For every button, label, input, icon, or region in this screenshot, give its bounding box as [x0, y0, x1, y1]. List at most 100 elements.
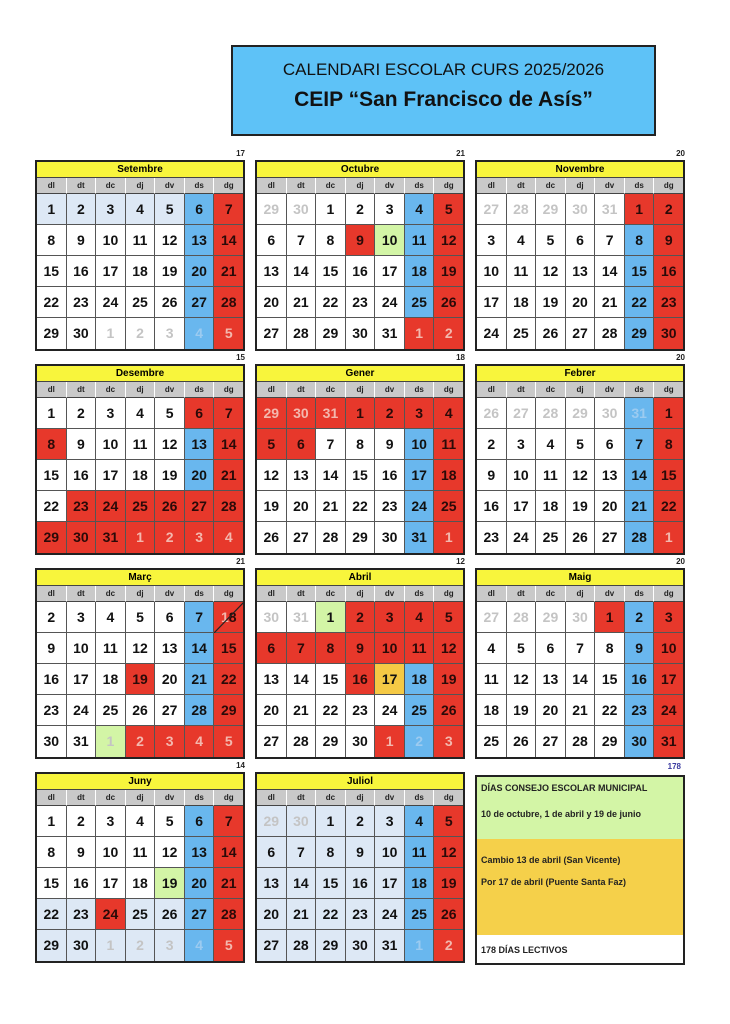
month-abril: 12 Abril dl dt dc dj dv ds dg 30 31 1 2 3 4 5 6 7 8 9 10 11 12… [255, 557, 465, 759]
day-cell: 1 [316, 602, 346, 633]
day-cell: 26 [536, 318, 566, 349]
day-cell: 15 [654, 460, 684, 491]
day-cell: 14 [316, 460, 346, 491]
day-cell: 3 [155, 726, 185, 757]
day-cell: 10 [96, 837, 126, 868]
weekday-label: dj [345, 178, 376, 194]
weekday-label: dv [375, 586, 405, 602]
weekday-label: dj [125, 382, 156, 398]
day-cell: 5 [155, 806, 185, 837]
day-cell: 26 [434, 899, 464, 930]
day-cell: 29 [257, 806, 287, 837]
weekday-label: dt [506, 178, 537, 194]
weekday-label: dj [345, 382, 376, 398]
month-lective-count: 14 [236, 761, 245, 770]
day-cell: 1 [595, 602, 625, 633]
day-cell: 4 [506, 225, 537, 256]
week-row: 29 30 31 1 2 3 4 [257, 398, 464, 429]
day-cell: 10 [375, 225, 405, 256]
month-gener: 18 Gener dl dt dc dj dv ds dg 29 30 31 1 2 3 4 5 6 7 8 9 10 11… [255, 353, 465, 555]
week-row: 20 21 22 23 24 25 26 [257, 287, 464, 318]
day-cell: 13 [155, 633, 185, 664]
day-cell: 28 [565, 726, 596, 757]
day-cell: 1 [345, 398, 376, 429]
weekday-label: ds [404, 586, 435, 602]
month-name: Juny [37, 774, 243, 790]
legend-consejo-title: DÍAS CONSEJO ESCOLAR MUNICIPAL [481, 783, 648, 793]
day-cell: 9 [654, 225, 684, 256]
day-cell: 6 [565, 225, 596, 256]
day-cell: 2 [125, 318, 156, 349]
day-cell: 30 [595, 398, 625, 429]
day-cell: 29 [624, 318, 655, 349]
day-cell: 12 [125, 633, 156, 664]
day-cell: 29 [316, 930, 346, 961]
day-cell: 24 [96, 287, 126, 318]
day-cell: 28 [316, 522, 346, 553]
day-cell: 16 [375, 460, 405, 491]
day-cell: 21 [595, 287, 625, 318]
day-cell: 20 [565, 287, 596, 318]
day-cell: 20 [155, 664, 185, 695]
day-cell: 18 [536, 491, 566, 522]
day-cell: 10 [66, 633, 97, 664]
day-cell: 27 [257, 930, 287, 961]
day-cell: 25 [434, 491, 464, 522]
day-cell: 5 [565, 429, 596, 460]
week-row: 26 27 28 29 30 31 1 [477, 398, 684, 429]
day-cell: 31 [286, 602, 317, 633]
day-cell: 1 [404, 930, 435, 961]
week-row: 22 23 24 25 26 27 28 [37, 287, 244, 318]
day-cell: 23 [66, 491, 97, 522]
day-cell: 28 [214, 899, 244, 930]
day-cell: 11 [404, 633, 435, 664]
day-cell: 30 [66, 930, 97, 961]
week-row: 30 31 1 2 3 4 5 [37, 726, 244, 757]
day-cell: 4 [434, 398, 464, 429]
day-cell: 4 [536, 429, 566, 460]
day-cell: 5 [434, 194, 464, 225]
weekday-label: ds [624, 382, 655, 398]
weekday-label: ds [624, 178, 655, 194]
weekday-label: dc [536, 586, 566, 602]
day-cell: 31 [375, 930, 405, 961]
day-cell: 13 [565, 256, 596, 287]
week-row: 22 23 24 25 26 27 28 [37, 491, 244, 522]
day-cell: 30 [286, 194, 317, 225]
day-cell: 5 [257, 429, 287, 460]
day-cell: 17 [654, 664, 684, 695]
day-cell: 1 [37, 806, 67, 837]
weekday-label: dl [477, 178, 507, 194]
day-cell: 1 [654, 398, 684, 429]
day-cell: 10 [506, 460, 537, 491]
day-cell: 18 [404, 664, 435, 695]
week-row: 19 20 21 22 23 24 25 [257, 491, 464, 522]
day-cell: 6 [257, 633, 287, 664]
day-cell: 22 [595, 695, 625, 726]
day-cell: 29 [345, 522, 376, 553]
weekday-label: dc [536, 178, 566, 194]
day-cell: 8 [37, 225, 67, 256]
day-cell: 31 [316, 398, 346, 429]
day-cell: 9 [37, 633, 67, 664]
month-maig: 20 Maig dl dt dc dj dv ds dg 27 28 29 30 1 2 3 4 5 6 7 8 9 10 1… [475, 557, 685, 759]
day-cell: 15 [624, 256, 655, 287]
week-row: 6 7 8 9 10 11 12 [257, 225, 464, 256]
day-cell: 16 [345, 664, 376, 695]
month-name: Març [37, 570, 243, 586]
day-cell: 26 [477, 398, 507, 429]
day-cell: 19 [125, 664, 156, 695]
day-cell: 23 [654, 287, 684, 318]
day-cell: 8 [345, 429, 376, 460]
day-cell: 27 [257, 318, 287, 349]
day-cell: 7 [214, 398, 244, 429]
weekday-label: dv [595, 382, 625, 398]
total-days-count: 178 [667, 762, 681, 771]
day-cell: 20 [184, 868, 215, 899]
day-cell: 1 [316, 194, 346, 225]
day-cell: 22 [624, 287, 655, 318]
day-cell: 4 [477, 633, 507, 664]
weekday-header: dl dt dc dj dv ds dg [477, 178, 684, 194]
day-cell: 27 [184, 287, 215, 318]
day-cell: 17 [404, 460, 435, 491]
